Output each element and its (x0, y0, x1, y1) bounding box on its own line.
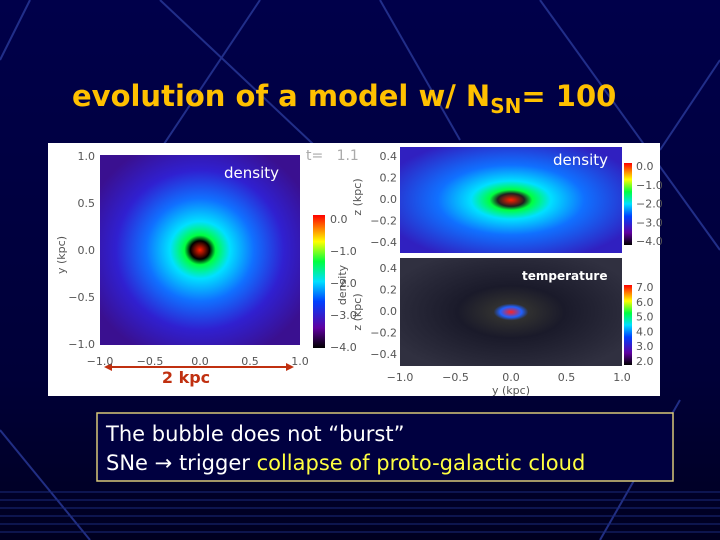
colorbar-tick-label: 3.0 (636, 340, 654, 353)
left-label: density (224, 164, 279, 182)
x-tick-label: −1.0 (387, 371, 414, 384)
y-tick-label: −0.2 (370, 215, 397, 228)
bottom-right-colorbar (624, 285, 632, 365)
x-tick-label: 0.5 (558, 371, 576, 384)
colorbar-tick-label: 0.0 (636, 160, 654, 173)
y-tick-label: −0.4 (370, 236, 397, 249)
caption-middle: trigger (179, 451, 250, 475)
bottom-right-x-axis-label: y (kpc) (492, 384, 530, 397)
left-colorbar (313, 215, 325, 348)
y-tick-label: 0.0 (380, 305, 398, 318)
colorbar-tick-label: −1.0 (330, 245, 357, 258)
y-tick-label: −0.2 (370, 327, 397, 340)
x-tick-label: 0.5 (241, 355, 259, 368)
x-tick-label: 0.0 (191, 355, 209, 368)
bottom-right-label: temperature (522, 269, 607, 283)
colorbar-tick-label: 0.0 (330, 213, 348, 226)
scale-bar-label: 2 kpc (162, 368, 210, 387)
x-tick-label: 0.0 (502, 371, 520, 384)
x-tick-label: 1.0 (613, 371, 631, 384)
caption-start: SNe (106, 451, 148, 475)
y-tick-label: 0.0 (78, 244, 96, 257)
y-tick-label: 0.0 (380, 193, 398, 206)
x-tick-label: −0.5 (442, 371, 469, 384)
y-tick-label: 1.0 (78, 150, 96, 163)
title-suffix: = 100 (521, 79, 616, 113)
y-tick-label: 0.5 (78, 197, 96, 210)
colorbar-tick-label: −2.0 (330, 277, 357, 290)
x-tick-label: 1.0 (291, 355, 309, 368)
left-y-axis-label: y (kpc) (55, 236, 68, 274)
y-tick-label: 0.2 (380, 284, 398, 297)
y-tick-label: −0.5 (68, 291, 95, 304)
colorbar-tick-label: 4.0 (636, 325, 654, 338)
bottom-right-image (400, 258, 622, 366)
colorbar-tick-label: −4.0 (330, 341, 357, 354)
y-tick-label: −1.0 (68, 338, 95, 351)
colorbar-tick-label: −4.0 (636, 235, 663, 248)
colorbar-tick-label: 7.0 (636, 281, 654, 294)
y-tick-label: 0.4 (380, 262, 398, 275)
top-right-image (400, 147, 622, 253)
title-subscript: SN (490, 94, 521, 118)
y-tick-label: 0.4 (380, 150, 398, 163)
top-right-y-axis-label: z (kpc) (351, 178, 364, 215)
background-stripes (0, 491, 720, 533)
x-tick-label: −0.5 (137, 355, 164, 368)
title-text: evolution of a model w/ N (72, 79, 490, 113)
y-tick-label: 0.2 (380, 172, 398, 185)
caption-box (96, 412, 674, 482)
colorbar-tick-label: 2.0 (636, 355, 654, 368)
colorbar-tick-label: 6.0 (636, 296, 654, 309)
caption-arrow: → (155, 451, 173, 475)
caption-line1: The bubble does not “burst” (105, 422, 404, 446)
caption-highlight: collapse of proto-galactic cloud (257, 451, 586, 475)
top-right-colorbar (624, 163, 632, 245)
bottom-right-y-axis-label: z (kpc) (351, 293, 364, 330)
colorbar-tick-label: 5.0 (636, 311, 654, 324)
time-label: t= 1.1 (306, 148, 359, 164)
top-right-label: density (553, 151, 608, 169)
colorbar-tick-label: −2.0 (636, 198, 663, 211)
y-tick-label: −0.4 (370, 348, 397, 361)
colorbar-tick-label: −3.0 (330, 309, 357, 322)
colorbar-tick-label: −3.0 (636, 216, 663, 229)
x-tick-label: −1.0 (87, 355, 114, 368)
left-image (100, 155, 300, 345)
left-colorbar-label: density (336, 264, 349, 305)
colorbar-tick-label: −1.0 (636, 179, 663, 192)
title: evolution of a model w/ NSN= 100 (72, 79, 616, 118)
caption-line2: SNe → trigger collapse of proto-galactic… (106, 451, 585, 475)
